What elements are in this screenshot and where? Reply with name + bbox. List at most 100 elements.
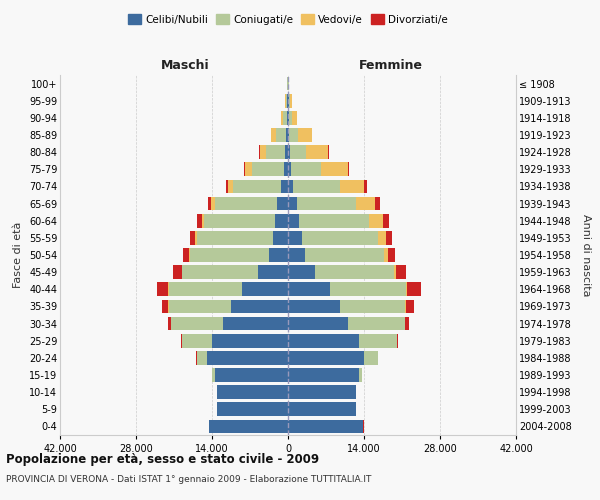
Bar	[288, 196, 296, 210]
Bar	[370, 214, 383, 228]
Bar	[406, 300, 413, 314]
Bar	[161, 300, 168, 314]
Bar	[340, 300, 405, 314]
Bar	[288, 402, 356, 416]
Bar	[266, 146, 285, 159]
Bar	[288, 248, 305, 262]
Y-axis label: Anni di nascita: Anni di nascita	[581, 214, 591, 296]
Text: Maschi: Maschi	[161, 58, 210, 71]
Bar	[231, 300, 288, 314]
Bar	[168, 316, 171, 330]
Bar	[173, 266, 182, 279]
Bar	[197, 231, 273, 244]
Bar	[217, 402, 288, 416]
Bar	[228, 180, 233, 194]
Bar	[217, 386, 288, 399]
Bar	[331, 282, 406, 296]
Bar	[289, 94, 290, 108]
Bar	[348, 316, 405, 330]
Bar	[291, 162, 321, 176]
Bar	[288, 128, 289, 142]
Bar	[289, 111, 292, 124]
Bar	[289, 128, 298, 142]
Bar	[285, 146, 288, 159]
Bar	[302, 231, 377, 244]
Bar	[292, 111, 297, 124]
Bar	[364, 180, 367, 194]
Bar	[277, 196, 288, 210]
Bar	[223, 316, 288, 330]
Bar	[181, 334, 182, 347]
Bar	[288, 231, 302, 244]
Bar	[386, 231, 392, 244]
Bar	[348, 162, 349, 176]
Bar	[215, 196, 277, 210]
Bar	[286, 128, 288, 142]
Bar	[321, 162, 348, 176]
Bar	[288, 214, 299, 228]
Bar	[183, 248, 189, 262]
Bar	[286, 94, 287, 108]
Text: Popolazione per età, sesso e stato civile - 2009: Popolazione per età, sesso e stato civil…	[6, 452, 319, 466]
Bar	[377, 231, 386, 244]
Bar	[195, 231, 197, 244]
Bar	[171, 316, 223, 330]
Bar	[288, 146, 290, 159]
Bar	[197, 214, 202, 228]
Bar	[296, 196, 356, 210]
Text: Femmine: Femmine	[359, 58, 422, 71]
Bar	[189, 248, 190, 262]
Bar	[281, 180, 288, 194]
Bar	[245, 162, 251, 176]
Bar	[182, 334, 212, 347]
Bar	[288, 162, 291, 176]
Bar	[288, 420, 363, 434]
Bar	[233, 180, 281, 194]
Bar	[202, 214, 205, 228]
Text: PROVINCIA DI VERONA - Dati ISTAT 1° gennaio 2009 - Elaborazione TUTTITALIA.IT: PROVINCIA DI VERONA - Dati ISTAT 1° genn…	[6, 475, 371, 484]
Bar	[271, 128, 275, 142]
Bar	[197, 351, 206, 364]
Bar	[169, 300, 231, 314]
Bar	[288, 334, 359, 347]
Bar	[215, 368, 288, 382]
Bar	[384, 248, 388, 262]
Bar	[305, 248, 384, 262]
Bar	[242, 282, 288, 296]
Bar	[288, 282, 331, 296]
Bar	[407, 282, 421, 296]
Bar	[405, 300, 406, 314]
Bar	[364, 351, 377, 364]
Bar	[288, 300, 340, 314]
Bar	[315, 266, 394, 279]
Y-axis label: Fasce di età: Fasce di età	[13, 222, 23, 288]
Bar	[206, 351, 288, 364]
Bar	[209, 420, 288, 434]
Bar	[211, 196, 215, 210]
Bar	[226, 180, 228, 194]
Bar	[290, 94, 292, 108]
Bar	[283, 111, 287, 124]
Bar	[397, 334, 398, 347]
Bar	[288, 368, 359, 382]
Bar	[340, 180, 364, 194]
Legend: Celibi/Nubili, Coniugati/e, Vedovi/e, Divorziati/e: Celibi/Nubili, Coniugati/e, Vedovi/e, Di…	[124, 10, 452, 29]
Bar	[359, 334, 397, 347]
Bar	[169, 282, 242, 296]
Bar	[293, 180, 340, 194]
Bar	[284, 162, 288, 176]
Bar	[275, 214, 288, 228]
Bar	[258, 266, 288, 279]
Bar	[288, 111, 289, 124]
Bar	[269, 248, 288, 262]
Bar	[212, 368, 215, 382]
Bar	[307, 146, 328, 159]
Bar	[244, 162, 245, 176]
Bar	[208, 196, 211, 210]
Bar	[405, 316, 409, 330]
Bar	[287, 111, 288, 124]
Bar	[383, 214, 389, 228]
Bar	[359, 368, 362, 382]
Bar	[190, 248, 269, 262]
Bar	[190, 231, 195, 244]
